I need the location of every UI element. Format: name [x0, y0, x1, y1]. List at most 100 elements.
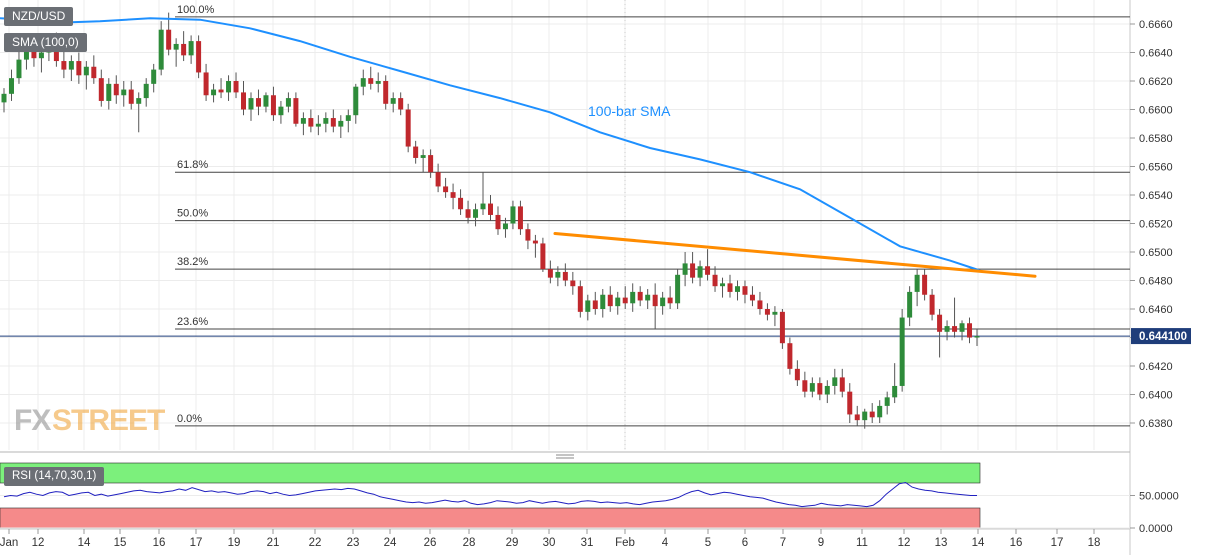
fib-level-label: 100.0%	[177, 4, 215, 16]
candle-body	[525, 229, 531, 241]
candle-body	[615, 297, 621, 307]
candle-body	[495, 214, 501, 230]
candle-body	[862, 411, 868, 421]
time-tick-label: 15	[114, 537, 127, 549]
symbol-badge[interactable]: NZD/USD	[4, 7, 74, 26]
candle-body	[959, 323, 965, 332]
candle-body	[697, 266, 703, 278]
candle-body	[937, 314, 943, 332]
candle-body	[914, 274, 920, 292]
candle-body	[787, 343, 793, 369]
candle-body	[622, 297, 628, 304]
candle-body	[772, 311, 778, 315]
candle-body	[705, 266, 711, 275]
time-tick-label: 23	[347, 537, 360, 549]
candle-body	[226, 81, 232, 93]
price-tick-label: 0.6540	[1139, 190, 1173, 202]
time-tick-label: 17	[1051, 537, 1064, 549]
candle-body	[293, 98, 299, 124]
indicator-badge[interactable]: SMA (100,0)	[4, 33, 87, 52]
price-tick-label: 0.6640	[1139, 48, 1173, 60]
candle-body	[510, 206, 516, 224]
fib-level-label: 0.0%	[177, 413, 202, 425]
price-tick-label: 0.6420	[1139, 361, 1173, 373]
rsi-oversold-zone	[0, 507, 981, 529]
candle-body	[570, 280, 576, 287]
panel-splitter[interactable]	[0, 451, 1130, 459]
candle-body	[1, 93, 7, 103]
candle-body	[473, 209, 479, 218]
candle-body	[727, 283, 733, 292]
candle-body	[270, 95, 276, 116]
current-price-badge: 0.644100	[1131, 328, 1191, 345]
time-tick-label: 14	[972, 537, 985, 549]
time-tick-label: 29	[506, 537, 519, 549]
candle-body	[443, 186, 449, 193]
candle-body	[338, 120, 344, 127]
time-tick-label: 28	[463, 537, 476, 549]
candle-body	[967, 323, 973, 338]
candle-body	[929, 294, 935, 315]
price-tick-label: 0.6460	[1139, 304, 1173, 316]
candle-body	[143, 83, 149, 99]
candle-body	[502, 223, 508, 230]
rsi-gridlines	[0, 495, 1130, 529]
rsi-line	[3, 481, 977, 508]
candle-body	[255, 98, 261, 107]
time-tick-label: 30	[543, 537, 556, 549]
price-panel-background	[0, 0, 1130, 450]
candle-body	[675, 274, 681, 304]
candle-body	[300, 118, 306, 124]
price-tick-label: 0.6400	[1139, 390, 1173, 402]
time-tick-label: 4	[662, 537, 669, 549]
candle-body	[465, 209, 471, 218]
candle-body	[682, 263, 688, 275]
candle-body	[368, 78, 374, 84]
price-tick-label: 0.6620	[1139, 76, 1173, 88]
price-tick-label: 0.6580	[1139, 133, 1173, 145]
candle-body	[353, 86, 359, 116]
candle-body	[742, 286, 748, 295]
candle-body	[83, 66, 89, 76]
price-tick-label: 0.6560	[1139, 162, 1173, 174]
candle-body	[345, 115, 351, 121]
candle-body	[690, 263, 696, 278]
candle-body	[285, 98, 291, 107]
candle-body	[764, 309, 770, 315]
candle-body	[136, 98, 142, 104]
candle-body	[383, 81, 389, 104]
candle-body	[241, 92, 247, 110]
candle-body	[458, 197, 464, 210]
candle-body	[600, 294, 606, 309]
time-tick-label: 17	[190, 537, 203, 549]
resistance-trendline	[553, 231, 1037, 278]
candle-body	[899, 317, 905, 386]
candle-body	[16, 59, 22, 79]
candle-body	[555, 271, 561, 278]
candle-body	[637, 291, 643, 301]
candle-body	[405, 109, 411, 147]
candle-body	[450, 192, 456, 198]
candle-body	[308, 118, 314, 127]
candle-body	[660, 297, 666, 307]
candle-body	[839, 377, 845, 392]
fxstreet-logo-street: STREET	[52, 404, 165, 437]
rsi-badge[interactable]: RSI (14,70,30,1)	[4, 467, 105, 486]
candle-body	[181, 43, 187, 56]
time-tick-label: 11	[856, 537, 868, 549]
candle-body	[330, 118, 336, 127]
candle-body	[480, 203, 486, 210]
candle-body	[869, 411, 875, 418]
candle-body	[248, 98, 254, 110]
candle-body	[824, 385, 830, 395]
candle-body	[8, 78, 14, 94]
candle-body	[435, 172, 441, 187]
time-tick-label: 16	[1010, 537, 1023, 549]
price-tick-label: 0.6500	[1139, 247, 1173, 259]
candle-body	[630, 291, 636, 304]
horizontal-gridlines	[0, 23, 1130, 424]
candle-body	[128, 89, 134, 104]
candle-body	[390, 98, 396, 104]
candle-body	[188, 41, 194, 56]
